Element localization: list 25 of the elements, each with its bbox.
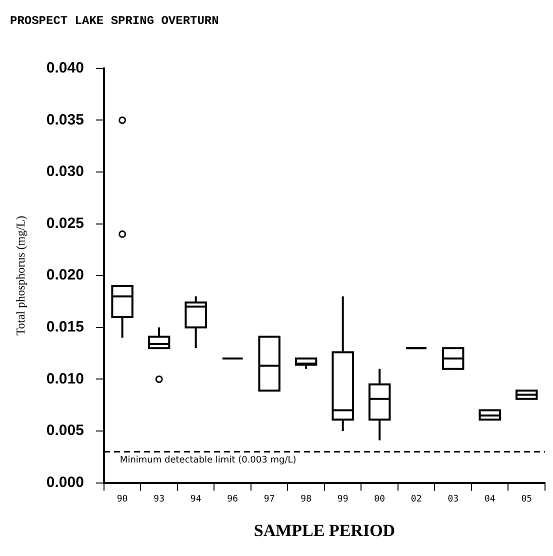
- y-tick-label: 0.035: [46, 111, 84, 128]
- y-tick-label: 0.030: [46, 163, 84, 180]
- x-tick-label: 99: [337, 494, 348, 505]
- x-tick-label: 93: [154, 494, 164, 505]
- y-tick-label: 0.010: [46, 370, 84, 388]
- x-tick-label: 98: [300, 494, 312, 505]
- x-tick-label: 04: [484, 494, 496, 505]
- x-tick-label: 94: [190, 494, 202, 505]
- y-axis-title: Total phosphorus (mg/L): [13, 216, 28, 336]
- x-tick-label: 03: [448, 494, 459, 505]
- x-tick-label: 00: [374, 494, 386, 505]
- x-axis-title: SAMPLE PERIOD: [254, 521, 396, 540]
- x-tick-label: 97: [264, 494, 275, 505]
- y-tick-label: 0.040: [46, 60, 84, 77]
- x-tick-label: 96: [227, 494, 238, 505]
- ref-line-label: Minimum detectable limit (0.003 mg/L): [120, 456, 296, 466]
- y-tick-label: 0.020: [46, 266, 84, 284]
- y-tick-label: 0.000: [46, 474, 84, 491]
- x-tick-label: 90: [116, 494, 128, 505]
- y-tick-label: 0.005: [46, 422, 84, 440]
- x-tick-label: 02: [410, 494, 422, 505]
- y-tick-label: 0.025: [46, 214, 84, 232]
- x-tick-label: 05: [521, 494, 532, 505]
- chart-title: PROSPECT LAKE SPRING OVERTURN: [10, 14, 219, 28]
- y-tick-label: 0.015: [46, 318, 84, 336]
